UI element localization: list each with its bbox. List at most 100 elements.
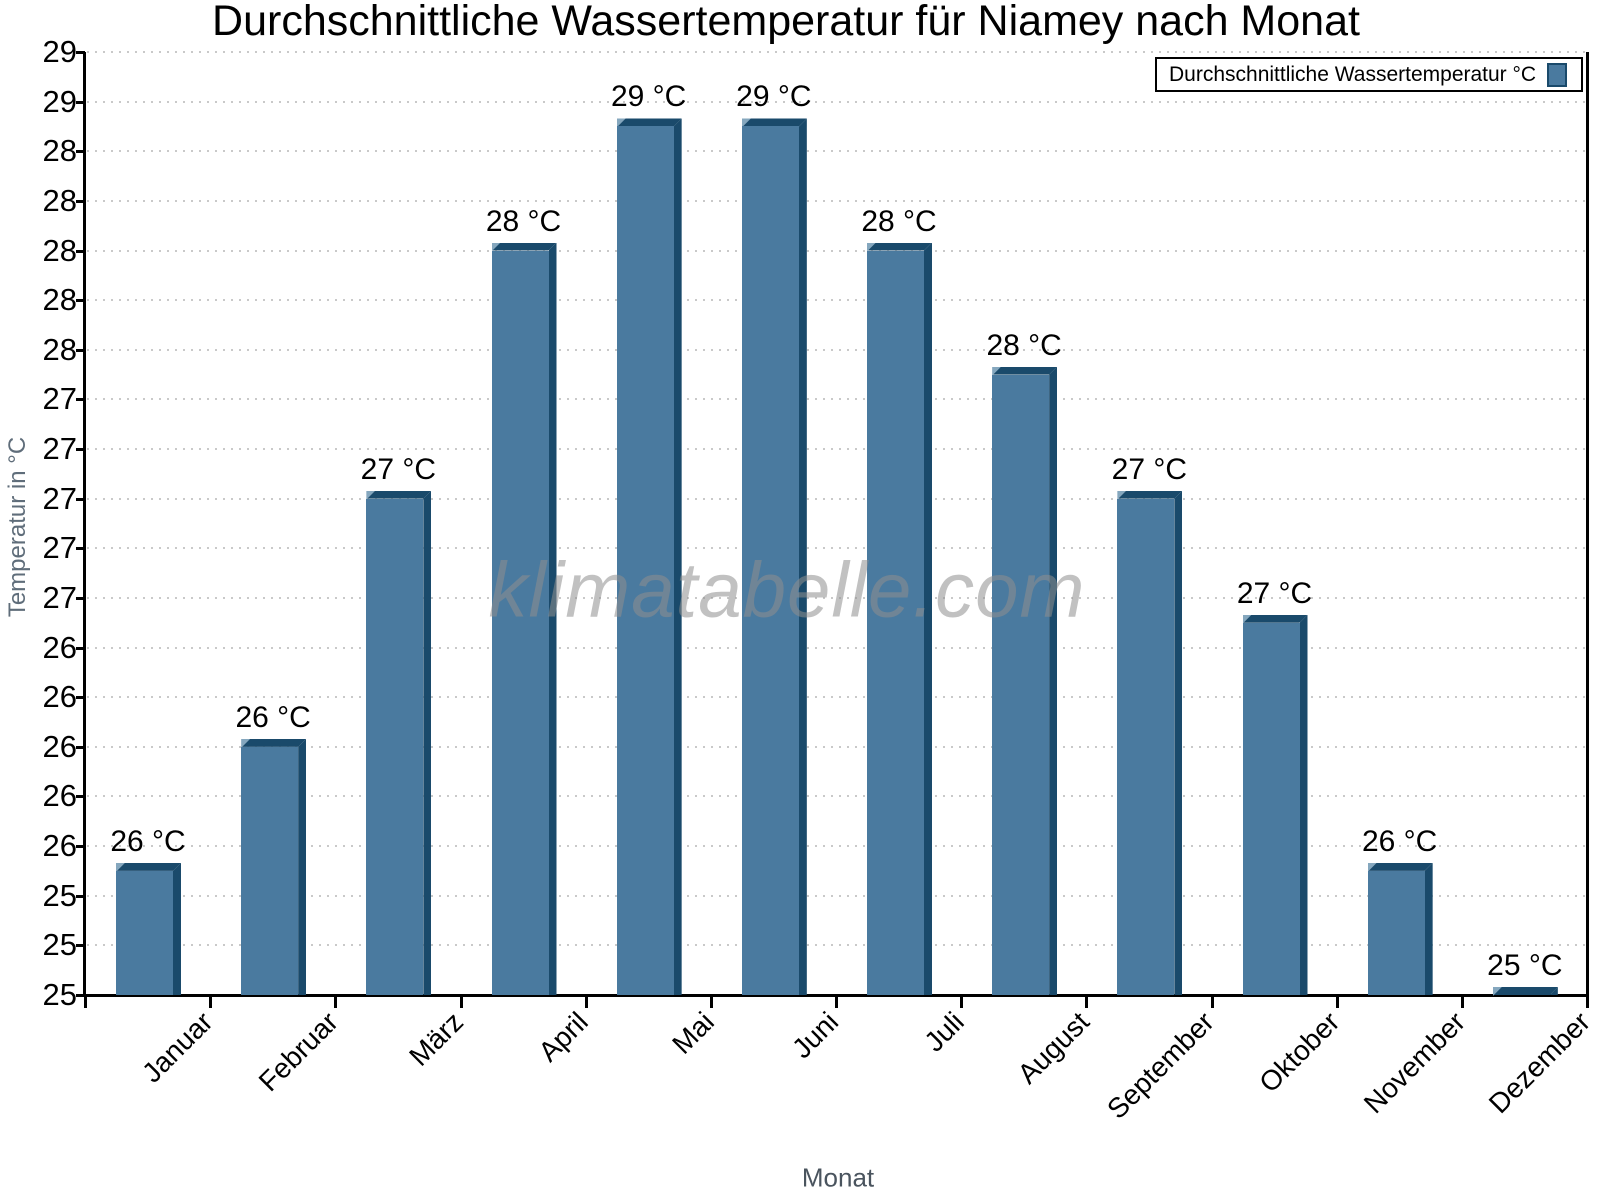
bar-value-label: 25 °C bbox=[1487, 949, 1563, 982]
bar-top-face bbox=[366, 491, 431, 499]
bar-top-face bbox=[1368, 863, 1433, 871]
y-axis-tick bbox=[76, 696, 85, 700]
bar-top-face bbox=[1243, 615, 1308, 623]
y-gridline bbox=[87, 944, 1585, 947]
y-gridline bbox=[87, 51, 1585, 53]
y-tick-label: 27 bbox=[42, 381, 77, 417]
bar-value-label: 26 °C bbox=[1361, 824, 1438, 858]
y-gridline bbox=[87, 795, 1585, 798]
y-tick-label: 26 bbox=[42, 629, 77, 665]
bar-top-bevel bbox=[1242, 614, 1252, 624]
plot-right-border bbox=[1586, 52, 1589, 997]
bar-januar[interactable] bbox=[116, 862, 181, 995]
bar-top-bevel bbox=[992, 366, 1002, 376]
y-tick-label: 27 bbox=[42, 530, 77, 566]
bar-value-label: 27 °C bbox=[360, 452, 437, 486]
y-gridline bbox=[87, 745, 1585, 748]
x-tick-label-januar: Januar bbox=[136, 1006, 219, 1089]
bar-side-face bbox=[924, 242, 932, 995]
bar-top-face bbox=[742, 118, 807, 126]
bar-juli[interactable] bbox=[867, 242, 932, 995]
x-tick-label-mai: Mai bbox=[665, 1006, 720, 1060]
bar-value-label: 29 °C bbox=[610, 80, 687, 114]
y-gridline bbox=[87, 398, 1585, 401]
x-tick-label-november: November bbox=[1357, 1006, 1471, 1120]
y-gridline bbox=[87, 100, 1585, 103]
y-axis-tick bbox=[76, 199, 85, 203]
y-axis-tick bbox=[76, 398, 85, 402]
y-axis-tick bbox=[76, 348, 85, 352]
bar-side-face bbox=[298, 738, 307, 995]
bar-märz[interactable] bbox=[366, 490, 432, 995]
bar-april[interactable] bbox=[491, 242, 557, 995]
bar-mai[interactable] bbox=[616, 118, 682, 995]
y-gridline bbox=[87, 299, 1585, 302]
y-gridline bbox=[87, 249, 1585, 252]
y-tick-label: 28 bbox=[42, 282, 77, 318]
legend-swatch-icon bbox=[1547, 62, 1567, 87]
x-tick-label-juni: Juni bbox=[786, 1006, 845, 1065]
bar-side-face bbox=[548, 242, 557, 995]
y-gridline bbox=[87, 696, 1585, 699]
y-tick-label: 29 bbox=[42, 34, 77, 69]
y-axis-tick bbox=[76, 100, 85, 104]
bar-september[interactable] bbox=[1117, 490, 1183, 995]
y-tick-label: 25 bbox=[42, 977, 77, 1012]
y-tick-label: 28 bbox=[42, 133, 77, 169]
bar-value-label: 28 °C bbox=[986, 328, 1062, 362]
bar-value-label: 28 °C bbox=[861, 204, 937, 238]
x-tick-label-juli: Juli bbox=[918, 1006, 970, 1058]
bar-top-face bbox=[867, 243, 932, 251]
bar-side-face bbox=[1049, 366, 1058, 995]
bar-side-face bbox=[1424, 862, 1433, 995]
chart-title: Durchschnittliche Wassertemperatur für N… bbox=[212, 0, 1360, 45]
bar-value-label: 29 °C bbox=[736, 80, 812, 114]
bar-februar[interactable] bbox=[241, 738, 307, 995]
bar-front-face bbox=[116, 870, 173, 995]
x-axis-tick bbox=[1085, 997, 1089, 1008]
bar-november[interactable] bbox=[1367, 862, 1433, 995]
y-axis-line bbox=[83, 52, 86, 997]
bar-front-face bbox=[366, 498, 424, 995]
x-tick-label-februar: Februar bbox=[252, 1006, 345, 1098]
bar-side-face bbox=[423, 490, 432, 995]
x-axis-tick bbox=[1210, 997, 1214, 1008]
x-tick-label-märz: März bbox=[403, 1006, 470, 1072]
y-axis-tick bbox=[76, 646, 85, 650]
bar-side-face bbox=[1549, 987, 1558, 995]
y-axis-tick bbox=[76, 497, 85, 501]
bar-dezember[interactable] bbox=[1492, 987, 1558, 996]
legend[interactable]: Durchschnittliche Wassertemperatur °C bbox=[1155, 57, 1583, 92]
y-tick-label: 25 bbox=[42, 877, 77, 913]
bar-top-face bbox=[492, 243, 557, 251]
bar-august[interactable] bbox=[992, 366, 1058, 995]
y-tick-label: 27 bbox=[42, 480, 77, 516]
y-tick-label: 26 bbox=[42, 778, 77, 814]
bar-front-face bbox=[1117, 498, 1175, 995]
y-tick-label: 27 bbox=[42, 579, 77, 615]
bar-front-face bbox=[867, 250, 924, 995]
x-tick-label-september: September bbox=[1101, 1006, 1221, 1125]
x-axis-title: Monat bbox=[801, 1162, 875, 1193]
bar-value-label: 26 °C bbox=[235, 700, 311, 734]
y-axis-tick bbox=[76, 51, 85, 54]
bar-juni[interactable] bbox=[741, 118, 807, 995]
bar-side-face bbox=[1174, 490, 1183, 995]
bar-top-face bbox=[617, 118, 682, 126]
bar-top-bevel bbox=[116, 862, 125, 872]
bar-side-face bbox=[1299, 614, 1308, 995]
y-gridline bbox=[87, 646, 1585, 649]
x-tick-label-august: August bbox=[1011, 1006, 1096, 1090]
legend-label: Durchschnittliche Wassertemperatur °C bbox=[1169, 62, 1537, 86]
bar-top-face bbox=[241, 739, 306, 747]
y-tick-label: 28 bbox=[42, 331, 77, 367]
x-axis-tick bbox=[1586, 997, 1589, 1008]
bar-top-bevel bbox=[366, 490, 376, 500]
x-axis-tick bbox=[1460, 997, 1464, 1008]
bar-top-face bbox=[1493, 987, 1558, 995]
y-gridline bbox=[87, 596, 1585, 599]
bar-top-bevel bbox=[241, 738, 251, 748]
x-axis-tick bbox=[584, 997, 588, 1008]
bar-oktober[interactable] bbox=[1242, 614, 1308, 995]
y-tick-label: 26 bbox=[42, 728, 77, 764]
